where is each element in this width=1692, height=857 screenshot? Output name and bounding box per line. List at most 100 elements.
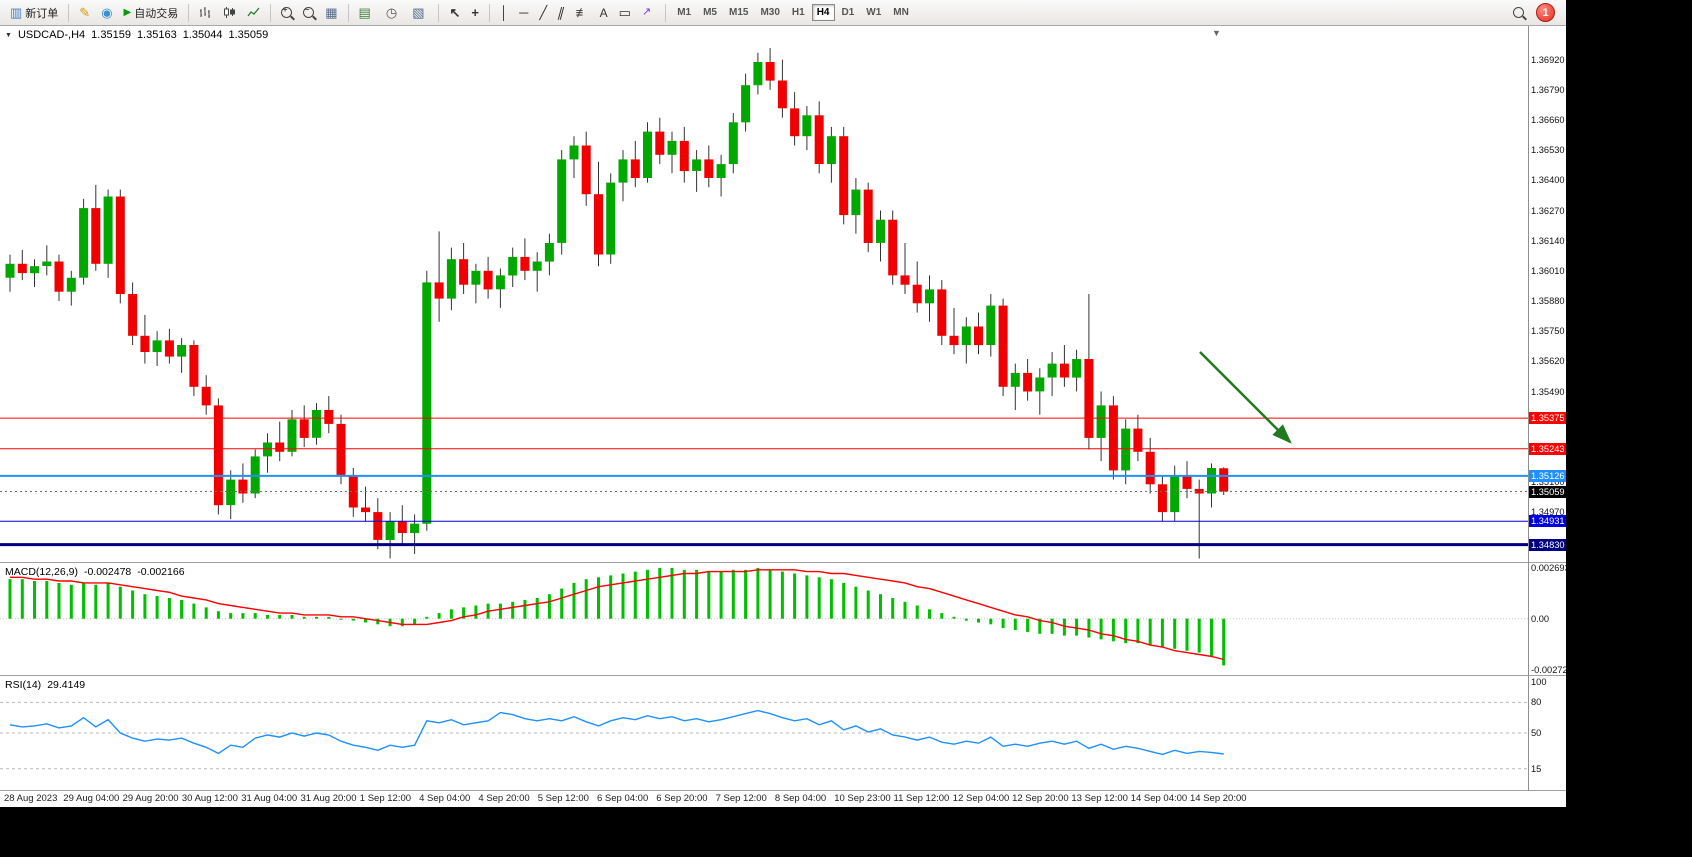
equidistant-channel-button[interactable]: ∥ [553,2,570,24]
t tile-windows-button[interactable]: ▦ [320,2,342,24]
bar-chart-icon [200,7,211,18]
chart-workspace: ▼ USDCAD-,H4 1.35159 1.35163 1.35044 1.3… [0,26,1566,807]
price-scale-label: 1.35490 [1531,386,1565,397]
crosshair-button[interactable]: + [466,2,484,24]
time-axis-label: 4 Sep 20:00 [478,793,530,804]
timeframe-button-h4[interactable]: H4 [811,4,835,21]
level-price-tag: 1.35375 [1529,412,1566,425]
trendline-icon: ╱ [539,5,548,20]
time-axis-label: 10 Sep 23:00 [834,793,891,804]
timeframe-button-mn[interactable]: MN [888,4,914,21]
price-scale-label: 1.36790 [1531,84,1565,95]
metaeditor-button[interactable]: ✎ [74,2,95,24]
periods-button[interactable]: ◷ [381,2,406,24]
indicators-icon: ▤ [358,5,371,20]
text-label-button[interactable]: ▭ [614,2,636,24]
timeframe-button-m30[interactable]: M30 [755,4,784,21]
options-icon: ◉ [101,5,113,20]
chart-shift-marker-icon[interactable]: ▼ [1212,28,1221,38]
bar-chart-button[interactable] [194,2,217,24]
chart-title: USDCAD-,H4 [17,29,86,41]
rsi-scale-label: 100 [1531,677,1547,687]
toolbar-separator [438,3,440,22]
ohlc-open: 1.35159 [91,29,131,41]
time-axis-label: 14 Sep 20:00 [1190,793,1247,804]
level-price-tag: 1.34931 [1529,515,1566,528]
price-scale-label: 1.36140 [1531,235,1565,246]
templates-button[interactable]: ▧ [407,2,433,24]
time-axis-label: 12 Sep 20:00 [1012,793,1069,804]
zoom-out-button[interactable]: − [298,2,319,24]
timeframe-button-m5[interactable]: M5 [698,4,722,21]
candlestick-chart-button[interactable] [218,2,241,24]
candles-group [5,48,1229,559]
timeframe-button-m15[interactable]: M15 [724,4,753,21]
price-scale-label: 1.36270 [1531,205,1565,216]
zoom-out-icon: − [303,6,315,18]
macd-panel-canvas[interactable] [0,563,1528,675]
toolbar-separator [488,3,490,22]
price-scale-label: 1.36920 [1531,54,1565,65]
bid-price-tag: 1.35059 [1529,485,1566,498]
options-button[interactable]: ◉ [96,2,117,24]
symbol-caret-icon[interactable]: ▼ [5,31,12,39]
panel-divider[interactable] [0,675,1566,676]
panel-divider[interactable] [0,562,1566,563]
price-chart-canvas[interactable] [0,26,1528,562]
timeframe-button-d1[interactable]: D1 [837,4,860,21]
trendline-button[interactable]: ╱ [534,2,552,24]
rsi-header: RSI(14) 29.4149 [5,679,85,691]
price-axis[interactable]: 1.36920 1.36790 1.36660 1.36530 1.36400 1.362… [1528,26,1566,807]
time-axis-label: 31 Aug 20:00 [300,793,357,804]
line-chart-button[interactable] [242,2,265,24]
annotation-arrow [1199,351,1292,444]
arrows-button[interactable]: ↗ [637,2,660,24]
arrows-icon: ↗ [641,6,652,18]
ohlc-close: 1.35059 [228,29,269,41]
main-toolbar: ▥ 新订单 ✎ ◉ ▶ 自动交易 + − ▦ [0,0,1566,26]
cursor-button[interactable]: ↖ [444,2,465,24]
level-price-tag: 1.34830 [1529,538,1566,551]
timeframe-button-w1[interactable]: W1 [861,4,886,21]
indicators-button[interactable]: ▤ [354,2,380,24]
time-axis-label: 31 Aug 04:00 [241,793,298,804]
rsi-panel-canvas[interactable] [0,676,1528,790]
rsi-scale-label: 50 [1531,728,1542,738]
time-axis-label: 13 Sep 12:00 [1071,793,1128,804]
rsi-line [9,709,1224,756]
text-icon: A [599,5,608,20]
level-price-tag: 1.35126 [1529,469,1566,482]
fibonacci-icon: ≢ [575,5,589,20]
toolbar-separator [347,3,349,22]
time-axis-label: 29 Aug 04:00 [63,793,120,804]
rsi-scale-label: 15 [1531,763,1542,774]
toolbar-separator [270,3,272,22]
price-axis-divider [1528,26,1529,791]
timeframe-button-m1[interactable]: M1 [672,4,696,21]
price-scale-label: 1.36400 [1531,175,1565,186]
levels-group [0,417,1528,547]
line-chart-icon [247,7,260,17]
timeframe-toolbar: M1 M5 M15 M30 H1 H4 D1 W1 MN [671,4,915,21]
price-scale-label: 1.35100 [1531,476,1565,487]
notification-badge[interactable]: 1 [1536,3,1555,22]
text-button[interactable]: A [595,2,613,24]
chart-header: ▼ USDCAD-,H4 1.35159 1.35163 1.35044 1.3… [5,29,268,41]
autotrading-button[interactable]: ▶ 自动交易 [119,2,184,24]
fibonacci-button[interactable]: ≢ [571,2,594,24]
toolbar-separator [188,3,190,22]
horizontal-line-button[interactable]: ─ [514,2,533,24]
time-axis-label: 4 Sep 04:00 [419,793,471,804]
time-axis-label: 28 Aug 2023 [4,793,58,804]
time-axis-label: 1 Sep 12:00 [359,793,412,804]
price-scale-label: 1.34970 [1531,507,1565,518]
new-order-button[interactable]: ▥ 新订单 [5,2,63,24]
time-axis-label: 5 Sep 12:00 [537,793,589,804]
time-axis[interactable]: 28 Aug 2023 29 Aug 04:00 29 Aug 20:00 30 Au… [0,791,1566,807]
horizontal-line-icon: ─ [519,5,529,20]
vertical-line-button[interactable]: │ [495,2,513,24]
zoom-in-button[interactable]: + [276,2,297,24]
search-button[interactable] [1508,2,1529,24]
macd-histogram-group [8,567,1226,666]
timeframe-button-h1[interactable]: H1 [787,4,810,21]
